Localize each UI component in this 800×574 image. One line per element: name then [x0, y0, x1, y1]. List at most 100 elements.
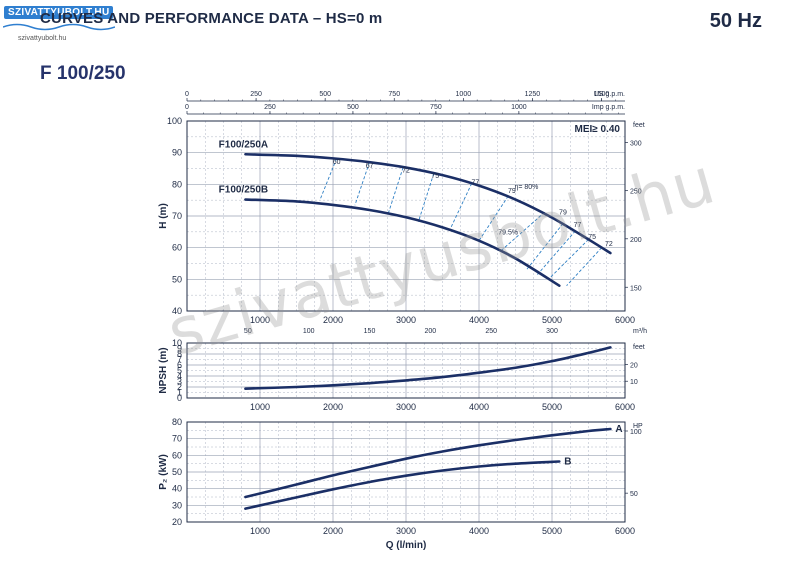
top-axis-tick-label: 0 — [185, 91, 189, 98]
x-tick-label: 3000 — [396, 315, 416, 325]
top-axis-tick-label: 1500 — [594, 91, 610, 98]
y2-tick-label: 300 — [630, 141, 642, 148]
y-axis-label: P₂ (kW) — [158, 454, 169, 490]
y-tick-label: 30 — [172, 500, 182, 510]
x-tick-label: 5000 — [542, 402, 562, 412]
top-axis-unit-label: Imp g.p.m. — [592, 104, 625, 111]
y-tick-label: 80 — [172, 417, 182, 427]
x-tick-label: 4000 — [469, 315, 489, 325]
x-tick-label: 3000 — [396, 402, 416, 412]
efficiency-label: 67 — [366, 163, 374, 170]
plot-frame — [186, 421, 626, 523]
x-tick-label: 6000 — [615, 402, 635, 412]
y-tick-label: 0 — [177, 393, 182, 403]
y2-axis-label: feet — [633, 122, 645, 129]
y-tick-label: 5 — [177, 366, 182, 376]
y2-tick-label: 200 — [630, 237, 642, 244]
y-tick-label: 90 — [172, 148, 182, 158]
y-tick-label: 40 — [172, 306, 182, 316]
top-axis-unit-label: US g.p.m. — [594, 91, 625, 98]
efficiency-line — [566, 247, 602, 286]
series-line-f100-250b — [244, 198, 561, 287]
series-line-npsh — [244, 346, 612, 390]
efficiency-label: 79 — [508, 188, 516, 195]
efficiency-label: 75 — [588, 234, 596, 241]
efficiency-line — [387, 167, 404, 216]
top-axis-tick-label: 1000 — [511, 104, 527, 111]
y-tick-label: 70 — [172, 211, 182, 221]
y2-tick-label: 150 — [630, 285, 642, 292]
y-tick-label: 1 — [177, 388, 182, 398]
x-tick-label: 4000 — [469, 526, 489, 536]
efficiency-label: 72 — [402, 167, 410, 174]
brand-url[interactable]: szivattyubolt.hu — [18, 35, 67, 42]
efficiency-line — [478, 195, 509, 241]
series-label: F100/250B — [219, 185, 268, 196]
top-axis-tick-label: 500 — [319, 91, 331, 98]
top-axis-tick-label: 500 — [347, 104, 359, 111]
y-tick-label: 2 — [177, 382, 182, 392]
efficiency-label: 60 — [333, 159, 341, 166]
brand-wave-icon — [3, 23, 115, 31]
series-label: A — [615, 424, 622, 435]
y-tick-label: 20 — [172, 517, 182, 527]
model-title: F 100/250 — [40, 63, 126, 84]
y-tick-label: 7 — [177, 355, 182, 365]
x-tick-label: 1000 — [250, 526, 270, 536]
y-tick-label: 4 — [177, 371, 182, 381]
top-axis-tick-label: 250 — [264, 104, 276, 111]
y-tick-label: 50 — [172, 467, 182, 477]
y-axis-label: H (m) — [158, 203, 169, 229]
x-tick-label: 5000 — [542, 315, 562, 325]
y2-tick-label: 10 — [630, 379, 638, 386]
efficiency-label: 77 — [471, 179, 479, 186]
y-tick-label: 10 — [172, 338, 182, 348]
top-axis-tick-label: 1250 — [525, 91, 541, 98]
efficiency-line — [319, 158, 338, 201]
series-line-f100-250a — [244, 152, 612, 255]
x-tick-label: 2000 — [323, 402, 343, 412]
efficiency-label: 79 — [559, 209, 567, 216]
x-tick-label: 3000 — [396, 526, 416, 536]
brand-badge[interactable]: SZIVATTYUBOLT.HU — [4, 6, 114, 19]
y-axis-label: NPSH (m) — [158, 347, 169, 393]
x-tick-label: 5000 — [542, 526, 562, 536]
efficiency-line — [417, 173, 435, 222]
x-tick-label: 2000 — [323, 315, 343, 325]
efficiency-label: 79.5% — [498, 229, 518, 236]
efficiency-line — [548, 239, 589, 280]
x-tick-label: 1000 — [250, 402, 270, 412]
efficiency-label: 72 — [605, 241, 613, 248]
x-tick-label: 2000 — [323, 526, 343, 536]
y-tick-label: 60 — [172, 243, 182, 253]
y-tick-label: 9 — [177, 344, 182, 354]
y-tick-label: 60 — [172, 450, 182, 460]
y2-tick-label: 100 — [630, 429, 642, 436]
x2-tick-label: 150 — [364, 328, 376, 335]
top-axis-tick-label: 750 — [430, 104, 442, 111]
top-axis-tick-label: 250 — [250, 91, 262, 98]
y2-tick-label: 50 — [630, 491, 638, 498]
series-label: B — [564, 457, 571, 468]
plot-frame — [186, 120, 626, 312]
x2-tick-label: 250 — [485, 328, 497, 335]
efficiency-label: 75 — [431, 173, 439, 180]
series-line-b — [244, 460, 561, 510]
efficiency-line — [526, 223, 564, 271]
y2-tick-label: 20 — [630, 362, 638, 369]
y2-axis-label: feet — [633, 344, 645, 351]
x-axis-label: Q (l/min) — [386, 540, 427, 551]
x2-tick-label: 200 — [424, 328, 436, 335]
x-tick-label: 1000 — [250, 315, 270, 325]
top-axis-tick-label: 750 — [388, 91, 400, 98]
plot-frame — [186, 342, 626, 399]
efficiency-line — [537, 230, 576, 275]
efficiency-label: 77 — [574, 222, 582, 229]
mei-annotation: MEI≥ 0.40 — [574, 124, 620, 135]
x-tick-label: 6000 — [615, 526, 635, 536]
efficiency-line — [354, 162, 370, 206]
y-tick-label: 50 — [172, 274, 182, 284]
x2-tick-label: 50 — [244, 328, 252, 335]
y-tick-label: 80 — [172, 179, 182, 189]
